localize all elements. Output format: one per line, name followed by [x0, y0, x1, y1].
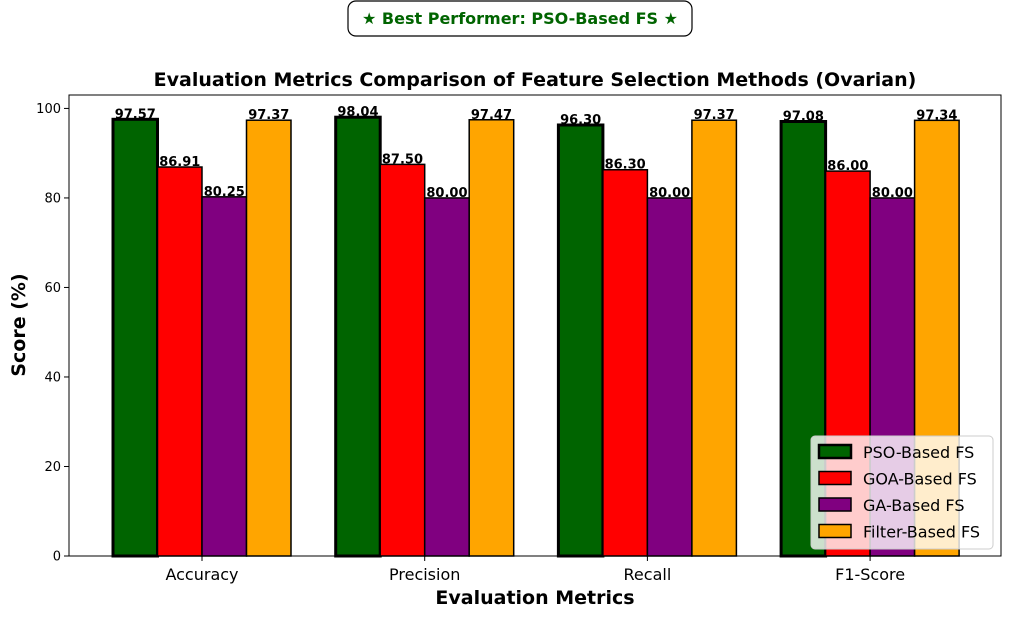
y-tick-label: 60: [44, 281, 61, 296]
bar-filter-based-fs-accuracy: [245, 119, 292, 557]
legend-entry-label: GOA-Based FS: [863, 470, 977, 489]
y-tick-label: 0: [53, 550, 61, 565]
x-tick-label: Recall: [624, 565, 672, 584]
y-tick-label: 80: [44, 191, 61, 206]
bar-value-label: 97.37: [694, 108, 735, 123]
bar-pso-based-fs-recall: [556, 123, 605, 558]
legend-swatch: [818, 497, 852, 512]
bar-pso-based-fs-accuracy: [111, 117, 159, 558]
bar-value-label: 86.00: [827, 159, 868, 174]
bar-value-label: 80.25: [204, 185, 245, 200]
bar-value-label: 97.37: [248, 108, 289, 123]
chart-title: Evaluation Metrics Comparison of Feature…: [154, 69, 917, 91]
legend-entry-label: Filter-Based FS: [863, 523, 980, 542]
bar-goa-based-fs-precision: [379, 163, 426, 557]
bar-value-label: 97.08: [783, 109, 824, 124]
best-performer-badge: ★ Best Performer: PSO-Based FS ★: [347, 0, 693, 37]
bar-value-label: 80.00: [872, 186, 913, 201]
x-axis: Accuracy Precision Recall F1-Score: [165, 556, 905, 584]
bar-value-label: 97.57: [115, 107, 156, 122]
best-performer-text: ★ Best Performer: PSO-Based FS ★: [362, 9, 678, 28]
x-tick-label: Accuracy: [165, 565, 238, 584]
legend-swatch: [818, 523, 852, 539]
y-tick-label: 100: [36, 102, 61, 117]
legend-box: [810, 435, 994, 550]
bar-value-label: 97.34: [916, 108, 957, 123]
bar-ga-based-fs-accuracy: [201, 196, 248, 557]
bar-value-label: 80.00: [426, 186, 467, 201]
legend-swatch: [818, 470, 852, 486]
bar-value-label: 96.30: [560, 113, 601, 128]
plot-frame: [68, 94, 1002, 557]
bars: [111, 115, 960, 558]
bar-value-label: 97.47: [471, 108, 512, 123]
y-tick-label: 40: [44, 370, 61, 385]
legend-entry-label: GA-Based FS: [863, 496, 964, 515]
y-axis-title: Score (%): [8, 273, 30, 376]
bar-value-label: 87.50: [382, 152, 423, 167]
bar-value-label: 80.00: [649, 186, 690, 201]
bar-ga-based-fs-precision: [423, 197, 470, 557]
legend-swatch: [817, 443, 853, 460]
legend: PSO-Based FS GOA-Based FS GA-Based FS Filte…: [810, 435, 994, 550]
bar-pso-based-fs-precision: [334, 115, 382, 558]
bar-filter-based-fs-recall: [691, 119, 738, 557]
x-tick-label: F1-Score: [835, 565, 905, 584]
bar-value-label: 98.04: [337, 105, 378, 120]
bar-value-label: 86.30: [605, 158, 646, 173]
x-tick-label: Precision: [389, 565, 460, 584]
value-labels: 97.57 86.91 80.25 97.37 98.04 87.50 80.00 97.47…: [115, 105, 958, 201]
bar-goa-based-fs-accuracy: [156, 166, 203, 557]
bar-filter-based-fs-precision: [468, 119, 515, 557]
bar-ga-based-fs-recall: [646, 197, 693, 557]
x-axis-title: Evaluation Metrics: [435, 587, 634, 609]
legend-entry-label: PSO-Based FS: [863, 443, 974, 462]
y-tick-label: 20: [44, 460, 61, 475]
bar-value-label: 86.91: [159, 155, 200, 170]
y-axis: 0 20 40 60 80 100: [36, 102, 69, 565]
bar-goa-based-fs-recall: [602, 168, 649, 557]
